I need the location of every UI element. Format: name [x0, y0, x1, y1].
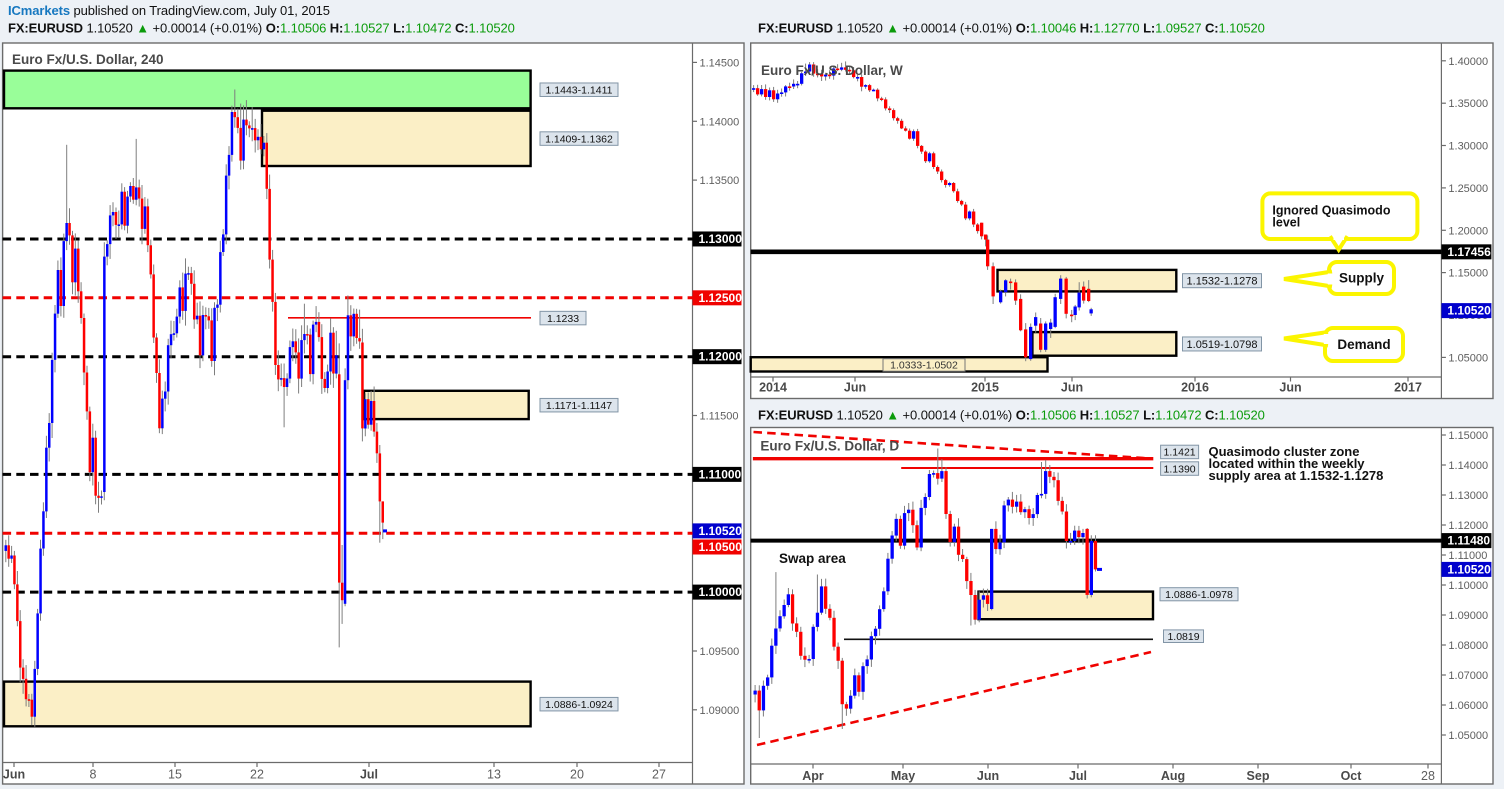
svg-text:1.1421: 1.1421 [1164, 447, 1196, 459]
svg-text:Jun: Jun [1279, 381, 1301, 395]
svg-text:Apr: Apr [802, 769, 824, 783]
svg-text:1.06000: 1.06000 [1448, 700, 1488, 712]
svg-text:Jun: Jun [3, 768, 25, 782]
svg-text:1.30000: 1.30000 [1448, 141, 1488, 153]
svg-text:1.20000: 1.20000 [1448, 225, 1488, 237]
svg-text:1.0886-1.0924: 1.0886-1.0924 [545, 699, 613, 711]
svg-text:1.14000: 1.14000 [700, 116, 740, 128]
svg-text:FX:EURUSD 1.10520 ▲ +0.00014: FX:EURUSD 1.10520 ▲ +0.00014 (+0.01%) O:… [8, 21, 515, 36]
svg-text:1.11000: 1.11000 [699, 467, 742, 481]
svg-text:1.14500: 1.14500 [700, 57, 740, 69]
svg-text:1.10520: 1.10520 [1447, 304, 1491, 318]
svg-text:Jul: Jul [1069, 769, 1087, 783]
svg-text:1.0886-1.0978: 1.0886-1.0978 [1165, 589, 1233, 601]
svg-text:1.09000: 1.09000 [1448, 610, 1488, 622]
svg-text:Jun: Jun [844, 381, 866, 395]
svg-text:Sep: Sep [1247, 769, 1270, 783]
svg-text:Demand: Demand [1337, 337, 1390, 352]
svg-text:1.05000: 1.05000 [1448, 352, 1488, 364]
svg-text:1.11500: 1.11500 [700, 411, 739, 423]
svg-text:1.07000: 1.07000 [1448, 670, 1488, 682]
svg-text:1.09000: 1.09000 [700, 705, 740, 717]
svg-text:2016: 2016 [1181, 381, 1209, 395]
svg-text:15: 15 [168, 768, 182, 782]
svg-text:1.1409-1.1362: 1.1409-1.1362 [545, 133, 613, 145]
svg-text:Euro Fx/U.S. Dollar, W: Euro Fx/U.S. Dollar, W [761, 63, 903, 78]
svg-text:20: 20 [570, 768, 584, 782]
svg-text:1.25000: 1.25000 [1448, 183, 1488, 195]
svg-text:located within the weekly: located within the weekly [1209, 456, 1366, 471]
svg-text:Jul: Jul [360, 768, 378, 782]
svg-text:supply area at 1.1532-1.1278: supply area at 1.1532-1.1278 [1209, 468, 1384, 483]
svg-text:1.1233: 1.1233 [547, 313, 579, 325]
svg-text:2014: 2014 [759, 381, 787, 395]
svg-text:2017: 2017 [1394, 381, 1422, 395]
svg-text:1.10000: 1.10000 [1448, 580, 1488, 592]
svg-text:ICmarkets published on Trading: ICmarkets published on TradingView.com, … [8, 3, 330, 18]
svg-text:1.15000: 1.15000 [1448, 430, 1488, 442]
svg-text:1.11480: 1.11480 [1447, 534, 1490, 548]
svg-text:FX:EURUSD 1.10520 ▲ +0.00014: FX:EURUSD 1.10520 ▲ +0.00014 (+0.01%) O:… [758, 408, 1265, 423]
svg-text:Oct: Oct [1341, 769, 1363, 783]
svg-text:1.10520: 1.10520 [1447, 562, 1491, 576]
svg-text:1.12000: 1.12000 [1448, 520, 1488, 532]
svg-text:1.1532-1.1278: 1.1532-1.1278 [1187, 276, 1258, 288]
svg-text:1.14000: 1.14000 [1448, 460, 1488, 472]
svg-text:2015: 2015 [971, 381, 999, 395]
svg-text:FX:EURUSD 1.10520 ▲ +0.00014: FX:EURUSD 1.10520 ▲ +0.00014 (+0.01%) O:… [758, 21, 1265, 36]
svg-text:Jun: Jun [977, 769, 999, 783]
svg-text:Euro Fx/U.S. Dollar, 240: Euro Fx/U.S. Dollar, 240 [12, 52, 164, 67]
svg-text:22: 22 [250, 768, 264, 782]
svg-text:1.12500: 1.12500 [699, 291, 743, 305]
svg-text:1.13000: 1.13000 [1448, 490, 1488, 502]
svg-text:May: May [891, 769, 915, 783]
svg-text:Euro Fx/U.S. Dollar, D: Euro Fx/U.S. Dollar, D [760, 439, 899, 454]
svg-text:1.10520: 1.10520 [699, 524, 743, 538]
svg-text:1.17456: 1.17456 [1447, 245, 1491, 259]
svg-text:1.08000: 1.08000 [1448, 640, 1488, 652]
svg-text:Aug: Aug [1161, 769, 1185, 783]
svg-text:Ignored Quasimodo: Ignored Quasimodo [1272, 204, 1390, 218]
svg-text:8: 8 [90, 768, 97, 782]
svg-text:1.35000: 1.35000 [1448, 98, 1488, 110]
svg-text:1.40000: 1.40000 [1448, 56, 1488, 68]
svg-text:13: 13 [487, 768, 501, 782]
svg-text:1.1171-1.1147: 1.1171-1.1147 [546, 400, 612, 412]
svg-text:level: level [1272, 216, 1300, 230]
svg-text:1.1443-1.1411: 1.1443-1.1411 [546, 85, 613, 97]
svg-text:1.12000: 1.12000 [699, 350, 743, 364]
svg-text:28: 28 [1421, 769, 1435, 783]
svg-text:1.13000: 1.13000 [699, 232, 743, 246]
svg-text:1.15000: 1.15000 [1448, 268, 1488, 280]
svg-text:Quasimodo cluster zone: Quasimodo cluster zone [1209, 444, 1360, 459]
svg-text:1.13500: 1.13500 [700, 175, 740, 187]
svg-text:Jun: Jun [1061, 381, 1083, 395]
svg-text:1.1390: 1.1390 [1164, 463, 1196, 475]
svg-text:27: 27 [652, 768, 666, 782]
svg-text:1.11000: 1.11000 [1448, 550, 1487, 562]
svg-text:Swap area: Swap area [779, 551, 846, 566]
svg-text:1.10500: 1.10500 [699, 540, 743, 554]
svg-text:1.10000: 1.10000 [699, 585, 743, 599]
svg-text:1.05000: 1.05000 [1448, 730, 1488, 742]
svg-text:1.09500: 1.09500 [700, 646, 740, 658]
svg-text:1.0819: 1.0819 [1167, 631, 1199, 643]
svg-text:1.0333-1.0502: 1.0333-1.0502 [890, 360, 958, 372]
svg-text:Supply: Supply [1339, 271, 1384, 286]
svg-text:1.0519-1.0798: 1.0519-1.0798 [1187, 339, 1258, 351]
